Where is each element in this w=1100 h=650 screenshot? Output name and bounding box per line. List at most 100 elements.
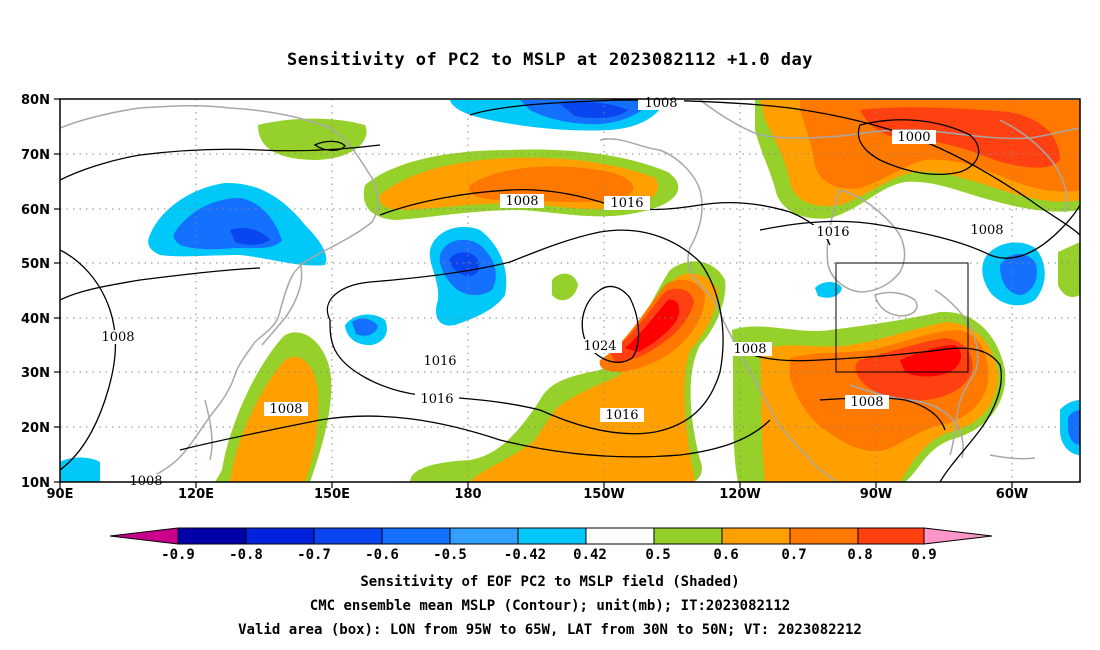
footer-line-2: CMC ensemble mean MSLP (Contour); unit(m…: [309, 598, 791, 614]
lon-label: 60W: [996, 487, 1028, 502]
contour-label-1024: 1024: [578, 339, 622, 354]
contour-1016-high: [326, 229, 724, 435]
contour-1008-mexico: [819, 397, 946, 431]
deep-red-region-mexico: [900, 345, 962, 377]
lon-label: 150E: [314, 487, 350, 502]
green-region-east-atlantic: [1058, 242, 1080, 297]
lon-label: 120E: [178, 487, 214, 502]
contour-label-1008-d: 1008: [96, 330, 140, 345]
colorbar-swatch: [382, 528, 450, 544]
colorbar-swatch: [518, 528, 586, 544]
contour-small-1008: [313, 140, 346, 152]
lat-label: 50N: [21, 257, 50, 272]
lat-label: 80N: [21, 93, 50, 108]
svg-text:1016: 1016: [423, 354, 456, 369]
contour-1024: [581, 285, 640, 363]
svg-text:1008: 1008: [505, 194, 538, 209]
coastline-philippines: [204, 399, 213, 461]
map-title: Sensitivity of PC2 to MSLP at 2023082112…: [286, 50, 813, 70]
contour-label-1008-g: 1008: [264, 402, 308, 417]
blue-region-atlantic: [1000, 254, 1037, 295]
colorbar-label: -0.8: [229, 547, 263, 563]
svg-text:1008: 1008: [733, 342, 766, 357]
svg-text:1000: 1000: [897, 130, 930, 145]
colorbar-arrow-left: [110, 528, 178, 544]
contour-1016-outer: [759, 204, 1080, 259]
colorbar-label: 0.42: [573, 547, 607, 563]
valid-area-box: [835, 262, 969, 373]
coastline-japan: [261, 261, 303, 346]
contour-1008-pacific: [60, 249, 117, 471]
svg-text:1016: 1016: [816, 225, 849, 240]
contour-label-1016-b: 1016: [810, 225, 856, 240]
colorbar-label: 0.6: [713, 547, 738, 563]
contour-1008-arctic-west: [60, 144, 381, 181]
colorbar-swatch: [450, 528, 518, 544]
lon-label: 180: [454, 487, 481, 502]
cyan-region-hudson: [815, 282, 842, 298]
colorbar-label: -0.42: [504, 547, 546, 563]
tick-marks: [54, 98, 1013, 488]
colorbar-swatch: [586, 528, 654, 544]
latitude-labels: 80N 70N 60N 50N 40N 30N 20N 10N: [21, 93, 50, 491]
coastline-caribbean: [989, 454, 1036, 460]
coastline-gulf-of-mexico: [849, 384, 964, 459]
lat-label: 70N: [21, 148, 50, 163]
lon-label: 90E: [47, 487, 74, 502]
colorbar-label: -0.5: [433, 547, 467, 563]
dark-blue-region-siberia: [230, 228, 270, 245]
lon-label: 120W: [719, 487, 760, 502]
lat-label: 60N: [21, 203, 50, 218]
lat-label: 40N: [21, 312, 50, 327]
longitude-labels: 90E 120E 150E 180 150W 120W 90W 60W: [47, 487, 1029, 502]
colorbar-label: -0.6: [365, 547, 399, 563]
colorbar-label: -0.7: [297, 547, 331, 563]
footer-line-3: Valid area (box): LON from 95W to 65W, L…: [238, 622, 862, 638]
colorbar-arrow-right: [924, 528, 992, 544]
svg-text:1008: 1008: [269, 402, 302, 417]
colorbar-label: 0.9: [911, 547, 936, 563]
coastline-great-lakes: [874, 291, 918, 317]
svg-text:1016: 1016: [610, 196, 643, 211]
blue-region-kuril: [352, 318, 378, 336]
contour-1000: [857, 119, 980, 175]
lon-label: 150W: [583, 487, 624, 502]
svg-text:1016: 1016: [420, 392, 453, 407]
contour-label-1008-c: 1008: [965, 223, 1009, 238]
contour-label-1008-f: 1008: [845, 395, 889, 410]
svg-text:1008: 1008: [101, 330, 134, 345]
colorbar-swatch: [790, 528, 858, 544]
cyan-region-south-west: [60, 457, 100, 482]
contour-1008-north: [469, 99, 1080, 236]
lat-label: 20N: [21, 421, 50, 436]
colorbar-swatch: [178, 528, 246, 544]
colorbar-swatch: [314, 528, 382, 544]
colorbar: -0.9 -0.8 -0.7 -0.6 -0.5 -0.42 0.42 0.5 …: [109, 527, 993, 563]
lat-label: 10N: [21, 476, 50, 491]
lat-label: 30N: [21, 366, 50, 381]
colorbar-label: 0.8: [847, 547, 872, 563]
svg-text:1016: 1016: [605, 408, 638, 423]
footer-line-1: Sensitivity of EOF PC2 to MSLP field (Sh…: [360, 574, 740, 590]
contour-label-1008-b: 1008: [500, 194, 544, 209]
colorbar-swatch: [246, 528, 314, 544]
coastline-alaska: [599, 138, 723, 319]
mslp-contours: [60, 99, 1080, 482]
colorbar-label: 0.7: [781, 547, 806, 563]
svg-text:1008: 1008: [970, 223, 1003, 238]
contour-label-1016-d: 1016: [415, 392, 459, 407]
coastline-greenland: [999, 119, 1068, 213]
svg-text:1008: 1008: [850, 395, 883, 410]
contour-label-1008-e: 1008: [728, 342, 772, 357]
dark-orange-region-north-pacific: [469, 166, 634, 203]
shaded-sensitivity: [60, 100, 1080, 482]
contour-1008-siberia: [60, 267, 261, 301]
coastline-hudson-bay: [826, 189, 906, 293]
colorbar-label: 0.5: [645, 547, 670, 563]
contour-1008-south: [179, 415, 771, 458]
colorbar-swatch: [858, 528, 924, 544]
coastline-asia: [60, 104, 379, 482]
colorbar-label: -0.9: [161, 547, 195, 563]
dark-blue-region-arctic: [560, 102, 628, 118]
